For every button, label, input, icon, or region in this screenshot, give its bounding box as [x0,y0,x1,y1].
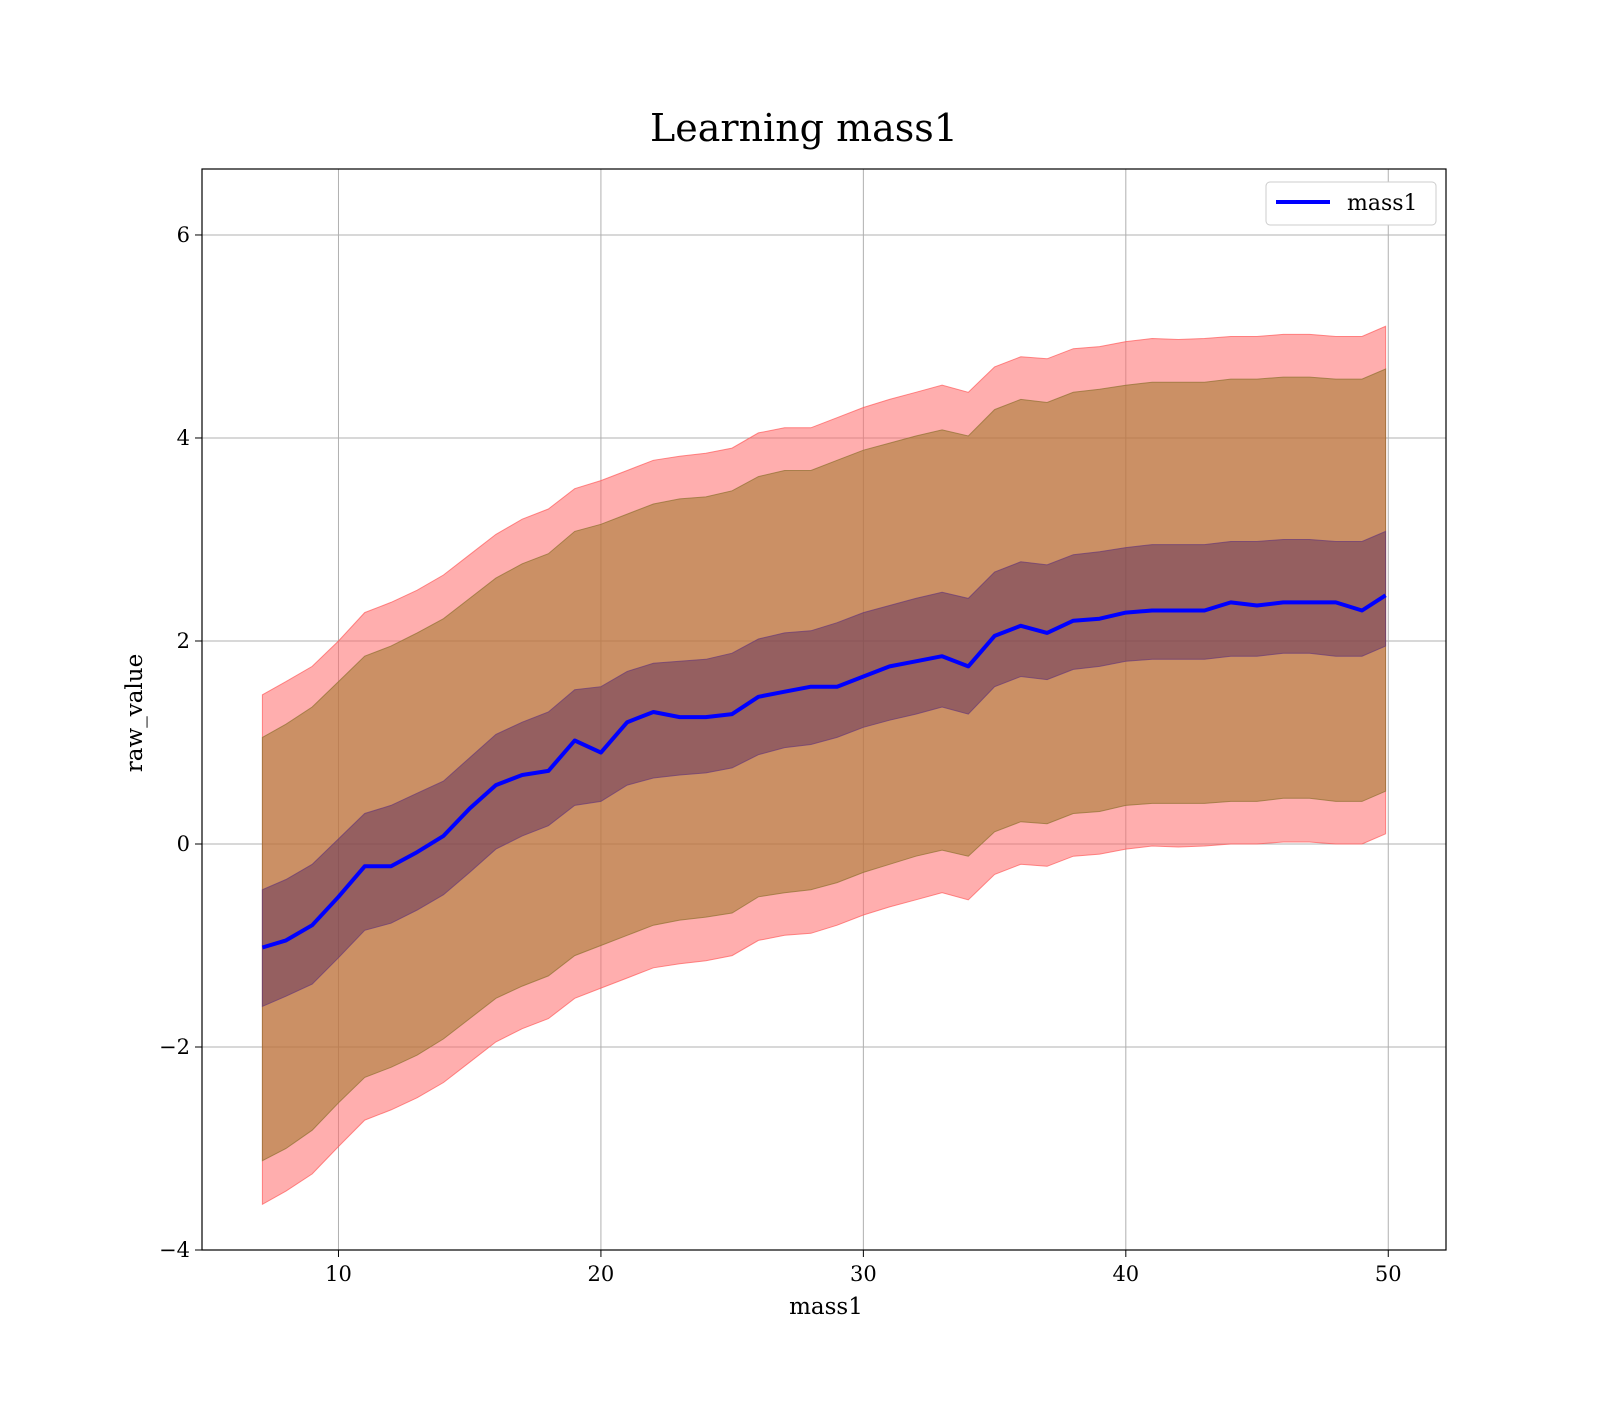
y-axis-label: raw_value [122,654,148,772]
band-middle [261,368,1387,1162]
y-tick-label: −4 [159,1238,190,1262]
plot-frame [201,168,1447,1251]
x-tick-label: 50 [1375,1262,1402,1286]
legend: mass1 [1265,181,1437,226]
y-tick-label: 2 [177,629,190,653]
line-layer [261,593,1387,950]
x-tick-label: 10 [325,1262,352,1286]
band-layer [261,325,1387,1206]
legend-box [1265,181,1437,226]
series-line-mass1 [261,593,1387,950]
x-tick-label: 30 [850,1262,877,1286]
y-tick-label: 0 [177,832,190,856]
legend-label-mass1: mass1 [1347,191,1418,216]
x-axis-label: mass1 [789,1294,863,1320]
y-tick-label: −2 [159,1035,190,1059]
y-tick-label: 4 [177,426,190,450]
x-tick-label: 40 [1112,1262,1139,1286]
chart-title: Learning mass1 [650,106,958,150]
x-tick-label: 20 [588,1262,615,1286]
y-tick-label: 6 [177,223,190,247]
band-inner [261,530,1387,1008]
tick-layer: 10 20 30 40 50 −4 −2 0 2 4 6 [159,223,1402,1286]
